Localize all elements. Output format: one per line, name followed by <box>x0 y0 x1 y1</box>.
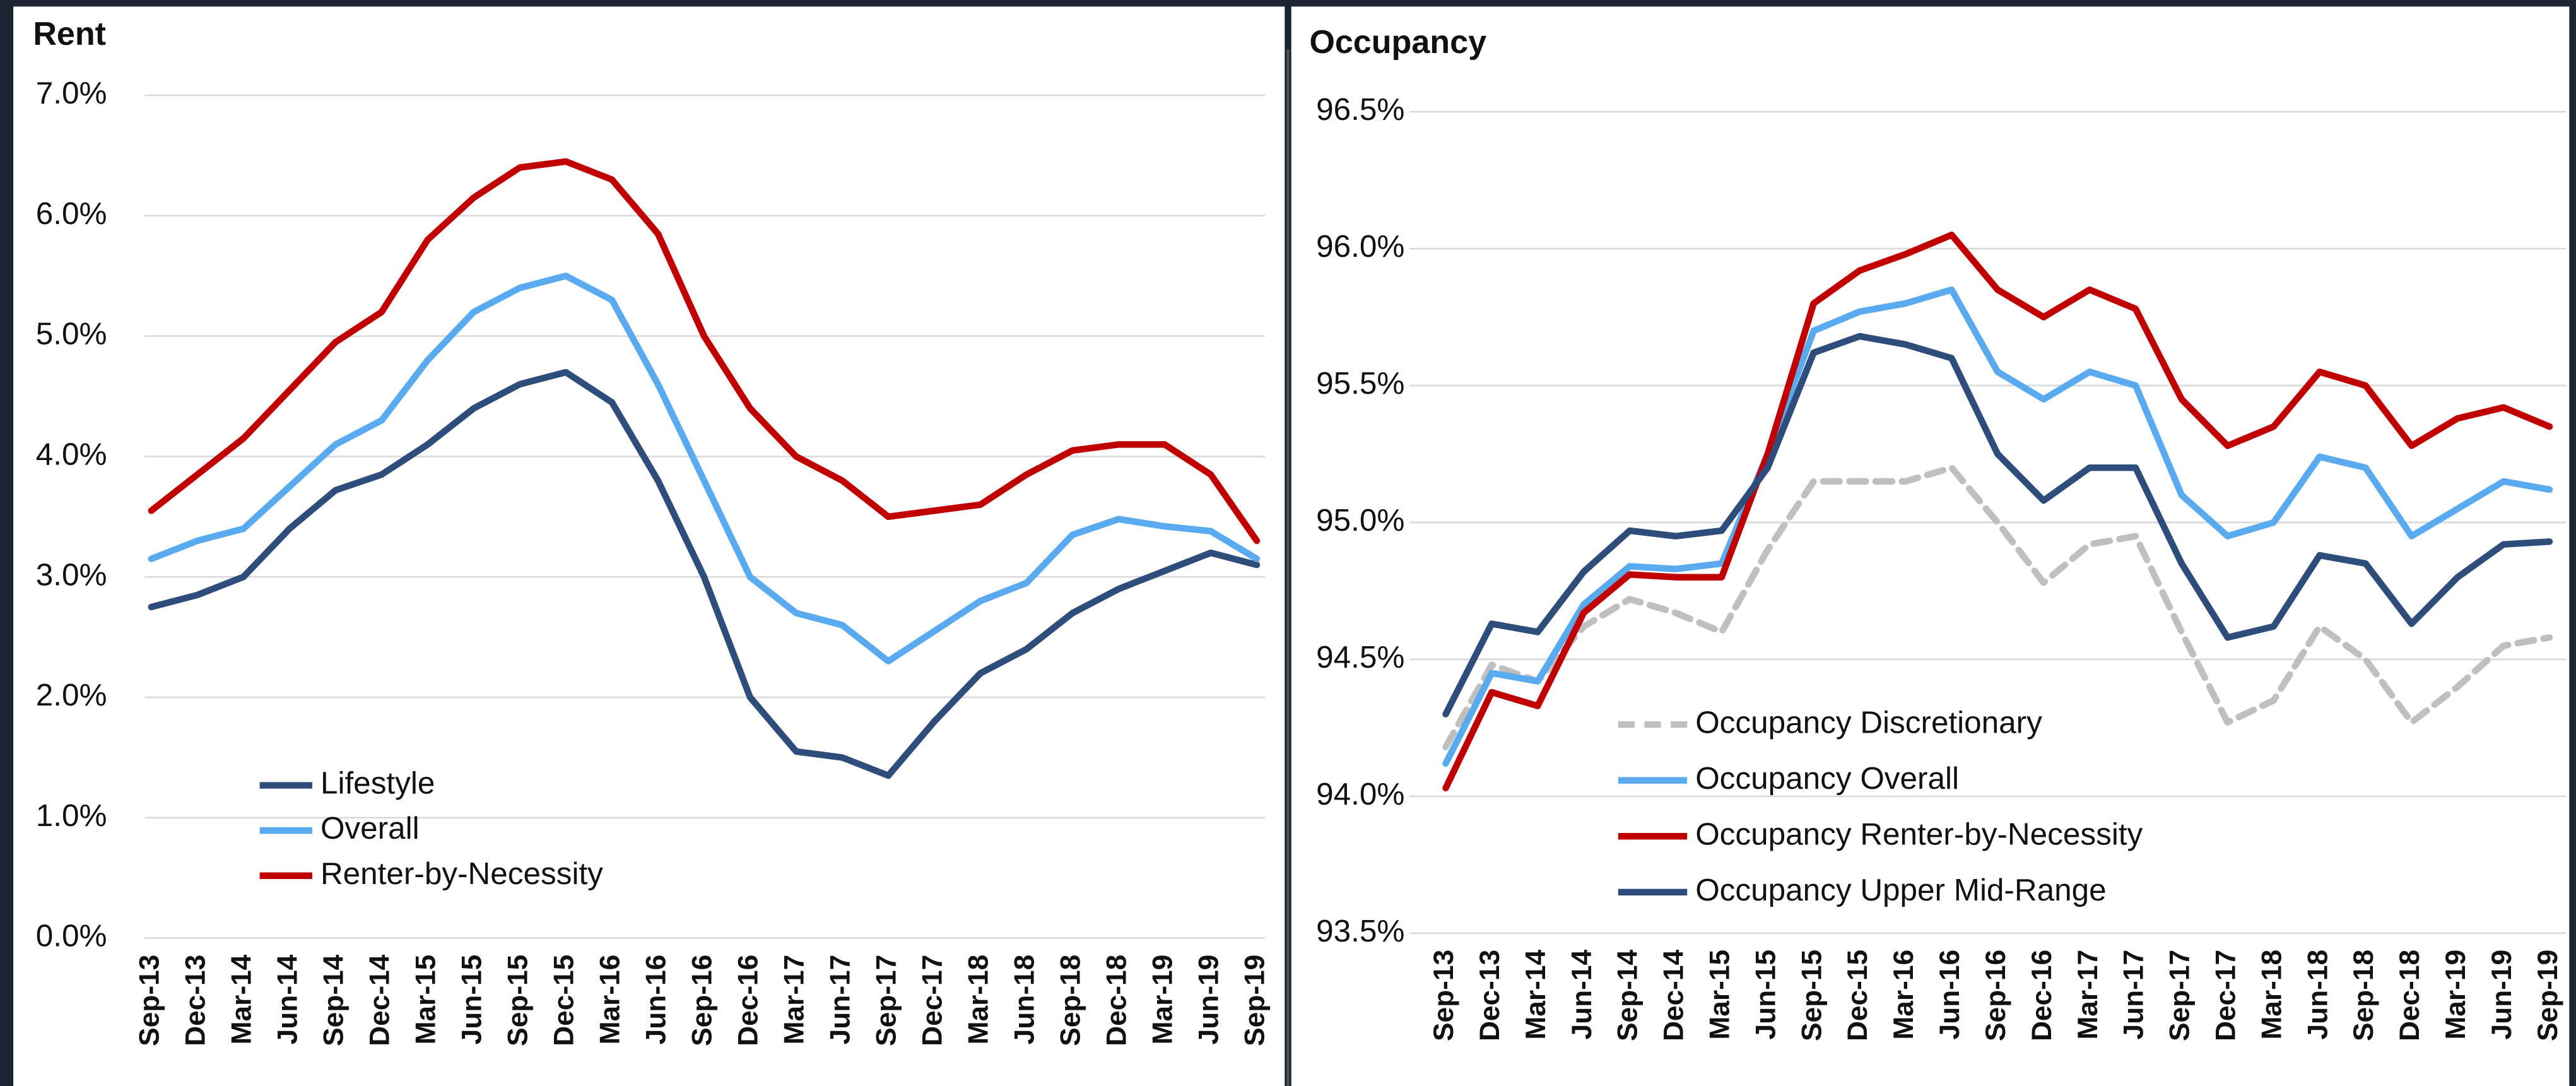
y-tick-label: 95.5% <box>1316 366 1404 401</box>
y-tick-label: 3.0% <box>36 557 107 592</box>
x-tick-label: Mar-16 <box>1888 950 1919 1040</box>
legend-label: Lifestyle <box>321 766 435 801</box>
x-tick-label: Jun-17 <box>2119 950 2150 1040</box>
x-tick-label: Dec-15 <box>549 955 580 1046</box>
legend-label: Overall <box>321 811 420 846</box>
x-tick-label: Dec-13 <box>1474 950 1505 1041</box>
x-tick-label: Sep-18 <box>1056 955 1086 1046</box>
x-tick-label: Mar-18 <box>963 955 994 1045</box>
x-tick-label: Jun-15 <box>1750 950 1781 1040</box>
series-line <box>148 158 1261 545</box>
x-tick-label: Jun-17 <box>825 955 856 1045</box>
x-tick-label: Sep-13 <box>134 955 165 1046</box>
y-tick-label: 93.5% <box>1316 914 1404 948</box>
x-tick-label: Dec-14 <box>1659 950 1690 1042</box>
x-tick-label: Mar-14 <box>1520 950 1551 1040</box>
x-tick-label: Sep-14 <box>319 954 350 1046</box>
x-tick-label: Jun-19 <box>1194 955 1225 1045</box>
x-tick-label: Mar-18 <box>2256 950 2287 1040</box>
x-tick-label: Sep-17 <box>871 955 902 1046</box>
y-tick-label: 4.0% <box>36 437 107 471</box>
x-tick-label: Mar-19 <box>1148 955 1179 1045</box>
x-tick-label: Mar-17 <box>779 955 810 1045</box>
x-tick-label: Sep-18 <box>2348 950 2379 1041</box>
y-tick-label: 6.0% <box>36 196 107 231</box>
y-tick-label: 5.0% <box>36 317 107 351</box>
x-tick-label: Sep-13 <box>1428 950 1459 1041</box>
occupancy-panel <box>1291 6 2570 1086</box>
x-tick-label: Dec-16 <box>733 955 764 1046</box>
x-tick-label: Dec-17 <box>917 955 948 1046</box>
x-tick-label: Jun-16 <box>1934 950 1965 1040</box>
series-line <box>148 369 1261 779</box>
series-line <box>1442 333 2553 717</box>
x-tick-label: Jun-14 <box>1567 950 1597 1040</box>
x-tick-label: Dec-15 <box>1842 950 1873 1041</box>
y-tick-label: 0.0% <box>36 919 107 953</box>
x-tick-label: Jun-19 <box>2486 950 2517 1040</box>
x-tick-label: Dec-14 <box>365 954 396 1046</box>
y-tick-label: 7.0% <box>36 76 107 110</box>
y-tick-label: 96.5% <box>1316 92 1404 127</box>
rent-panel <box>13 6 1285 1086</box>
x-tick-label: Jun-18 <box>1009 955 1040 1045</box>
y-tick-label: 94.0% <box>1316 777 1404 812</box>
x-tick-label: Dec-18 <box>1102 955 1132 1046</box>
x-tick-label: Mar-14 <box>226 954 257 1044</box>
x-tick-label: Mar-17 <box>2073 950 2103 1040</box>
x-tick-label: Jun-16 <box>641 955 672 1045</box>
x-tick-label: Jun-18 <box>2302 950 2333 1040</box>
x-tick-label: Sep-19 <box>1240 955 1271 1046</box>
x-tick-label: Dec-17 <box>2210 950 2241 1041</box>
x-tick-label: Jun-15 <box>457 955 488 1045</box>
x-tick-label: Jun-14 <box>273 954 303 1044</box>
x-tick-label: Sep-17 <box>2165 950 2196 1041</box>
y-tick-label: 94.5% <box>1316 640 1404 675</box>
series-line <box>1442 464 2553 751</box>
x-tick-label: Mar-15 <box>1705 950 1736 1040</box>
x-tick-label: Mar-19 <box>2440 950 2471 1040</box>
series-line <box>1442 286 2553 767</box>
y-tick-label: 1.0% <box>36 798 107 833</box>
legend-label: Occupancy Discretionary <box>1695 705 2042 740</box>
legend-label: Occupancy Renter-by-Necessity <box>1695 817 2143 851</box>
x-tick-label: Sep-19 <box>2532 950 2563 1041</box>
series-line <box>148 273 1261 665</box>
y-tick-label: 2.0% <box>36 678 107 712</box>
x-tick-label: Sep-15 <box>1796 950 1827 1041</box>
x-tick-label: Mar-15 <box>411 955 442 1045</box>
legend-label: Occupancy Overall <box>1695 761 1959 796</box>
x-tick-label: Dec-16 <box>2026 950 2057 1041</box>
x-tick-label: Sep-16 <box>687 955 718 1046</box>
x-tick-label: Sep-16 <box>1980 950 2011 1041</box>
y-tick-label: 95.0% <box>1316 503 1404 538</box>
y-tick-label: 96.0% <box>1316 229 1404 264</box>
chart-title: Occupancy <box>1309 24 1486 61</box>
chart-title: Rent <box>33 16 106 52</box>
legend-label: Renter-by-Necessity <box>321 856 603 891</box>
x-tick-label: Sep-15 <box>503 955 534 1046</box>
legend-label: Occupancy Upper Mid-Range <box>1695 873 2106 907</box>
x-tick-label: Mar-16 <box>595 955 626 1045</box>
x-tick-label: Dec-18 <box>2394 950 2425 1041</box>
x-tick-label: Sep-14 <box>1613 950 1644 1041</box>
x-tick-label: Dec-13 <box>180 955 211 1046</box>
series-line <box>1442 232 2553 792</box>
